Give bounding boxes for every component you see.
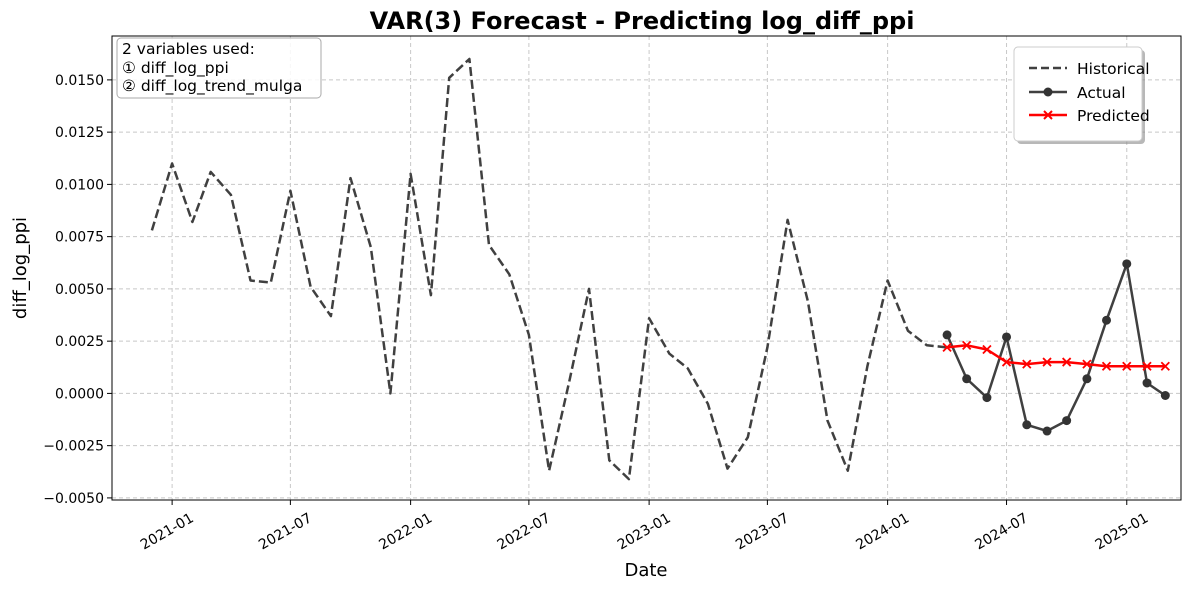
y-tick-label: 0.0025 [55,334,104,350]
predicted-point [1042,357,1052,367]
actual-point [1160,390,1170,400]
actual-point [1042,426,1052,436]
x-tick-label: 2023-07 [733,510,792,553]
x-tick-label: 2022-01 [376,510,435,553]
y-axis-title: diff_log_ppi [10,217,31,319]
variables-annotation: 2 variables used: ① diff_log_ppi ② diff_… [116,37,322,99]
x-axis: 2021-01 2021-07 2022-01 2022-07 2023-01 2023-… [138,500,1151,553]
actual-point [1142,378,1152,388]
legend-predicted-label: Predicted [1077,107,1150,125]
y-tick-label: 0.0075 [55,230,104,246]
y-tick-label: 0.0125 [55,125,104,141]
legend-actual-marker [1043,87,1053,97]
actual-point [1102,315,1112,325]
x-tick-label: 2025-01 [1093,510,1152,553]
actual-point [982,393,992,403]
annotation-box [116,37,322,99]
predicted-point [1142,361,1152,371]
legend-historical-label: Historical [1077,60,1150,78]
predicted-point [942,342,952,353]
annotation-line-2: ① diff_log_ppi [122,59,229,78]
actual-point [962,374,972,384]
chart-title: VAR(3) Forecast - Predicting log_diff_pp… [370,7,915,35]
actual-point [1062,416,1072,426]
x-tick-label: 2024-01 [853,510,912,553]
y-tick-label: 0.0100 [55,177,104,193]
predicted-point [1160,361,1170,371]
actual-point [1122,259,1132,269]
x-tick-label: 2021-01 [138,510,197,553]
annotation-line-1: 2 variables used: [122,40,255,58]
x-tick-label: 2021-07 [256,510,315,553]
y-axis: −0.0050 −0.0025 0.0000 0.0025 0.0050 0.0075 0.… [43,73,112,507]
legend-predicted-marker [1043,110,1053,120]
predicted-point [1101,361,1112,371]
legend-actual-label: Actual [1077,84,1126,102]
predicted-point [1122,361,1132,371]
predicted-point [962,340,972,350]
x-tick-label: 2023-01 [615,510,674,553]
plot-frame [111,35,1182,501]
y-tick-label: −0.0050 [43,491,104,507]
predicted-point [982,344,992,355]
actual-line [945,262,1167,433]
actual-point [1082,374,1092,384]
predicted-line [946,344,1166,368]
predicted-point [1082,359,1092,369]
y-tick-label: −0.0025 [43,439,104,455]
predicted-point [1001,357,1012,367]
predicted-point [1062,357,1072,367]
x-axis-title: Date [624,560,667,581]
annotation-line-3: ② diff_log_trend_mulga [122,77,302,96]
y-tick-label: 0.0050 [55,282,104,298]
predicted-point [1022,359,1032,369]
actual-point [1022,420,1032,430]
legend: Historical Actual Predicted [1013,46,1150,144]
actual-point [942,330,952,340]
x-tick-label: 2022-07 [495,510,554,553]
x-tick-label: 2024-07 [972,510,1031,553]
historical-line [150,57,948,481]
series-layer [150,57,1170,481]
actual-point [1002,332,1012,342]
y-tick-label: 0.0150 [55,73,104,89]
y-tick-label: 0.0000 [55,386,104,402]
